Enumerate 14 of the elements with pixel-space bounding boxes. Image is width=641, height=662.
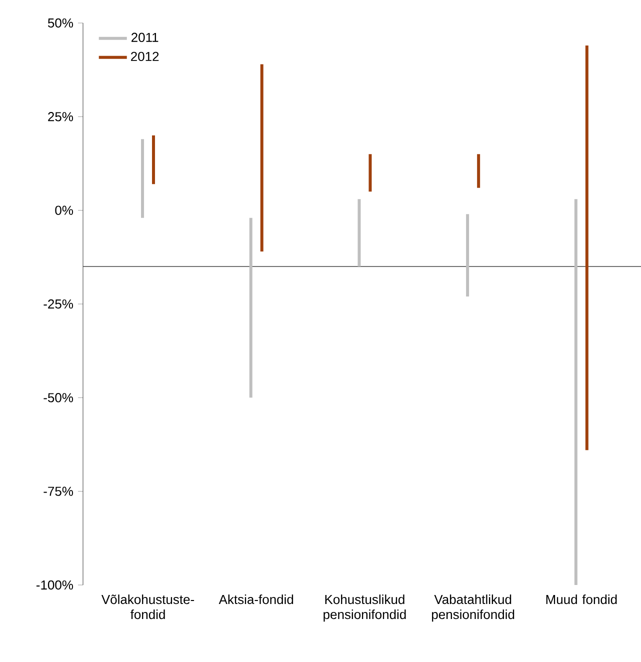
- x-tick-label: Vabatahtlikud pensionifondid: [432, 594, 514, 622]
- y-tick-label: -75%: [44, 486, 74, 496]
- x-tick-label: Võlakohustuste-fondid: [101, 594, 194, 620]
- y-tick-label: 0%: [55, 206, 74, 215]
- x-tick-label: Aktsia-fondid: [218, 594, 294, 604]
- legend-label: 2011: [132, 32, 158, 42]
- y-tick-label: -50%: [44, 393, 74, 402]
- x-tick-label: Muud fondid: [546, 594, 617, 604]
- y-tick-label: -100%: [36, 580, 74, 590]
- y-tick-label: 25%: [48, 112, 74, 122]
- legend-label: 2012: [131, 52, 159, 62]
- x-tick-label: Kohustuslikud pensionifondid: [324, 594, 406, 622]
- y-tick-label: 50%: [48, 18, 74, 28]
- y-tick-label: -25%: [44, 299, 74, 309]
